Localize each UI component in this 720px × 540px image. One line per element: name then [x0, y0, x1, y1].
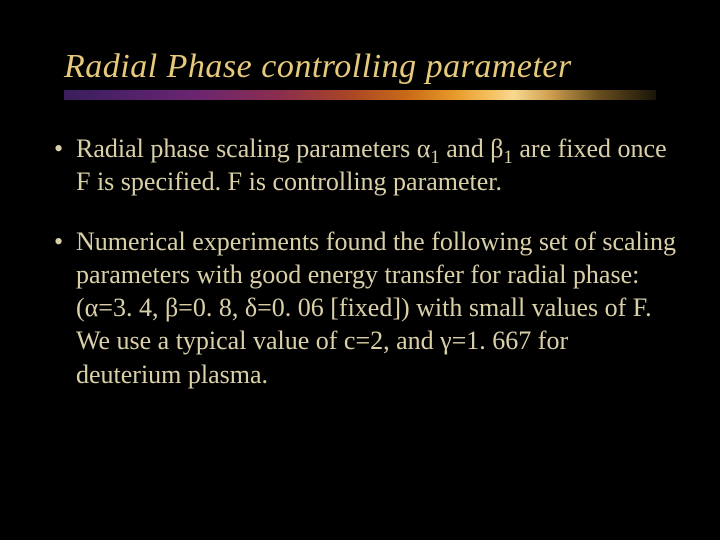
slide: Radial Phase controlling parameter Radia… — [0, 0, 720, 540]
title-underline — [64, 90, 656, 100]
slide-title: Radial Phase controlling parameter — [40, 48, 680, 86]
bullet-list: Radial phase scaling parameters α1 and β… — [40, 132, 680, 391]
bullet-item: Numerical experiments found the followin… — [52, 225, 680, 391]
bullet-item: Radial phase scaling parameters α1 and β… — [52, 132, 680, 199]
